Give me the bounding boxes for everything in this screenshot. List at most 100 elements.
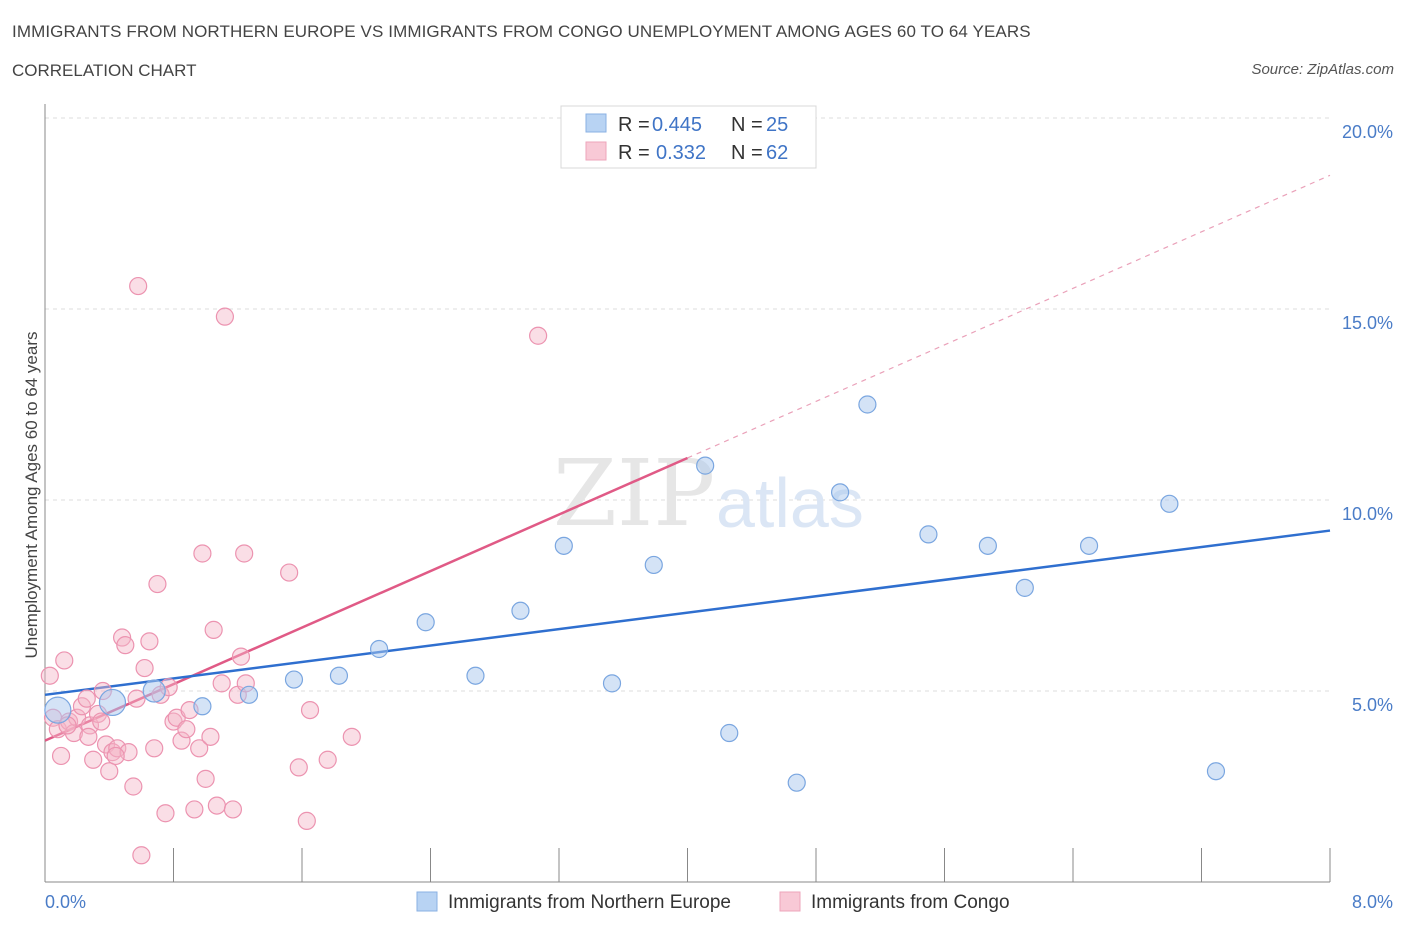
- northern-europe-point: [1079, 536, 1099, 555]
- congo-point: [106, 746, 125, 766]
- northern-europe-point: [239, 685, 259, 704]
- northern-europe-point: [787, 773, 806, 792]
- y-tick-label: 10.0%: [1342, 504, 1393, 524]
- congo-point: [193, 544, 212, 563]
- congo-point: [129, 276, 148, 296]
- congo-point: [212, 674, 231, 693]
- series-legend-label: Immigrants from Northern Europe: [448, 892, 731, 913]
- series-legend-label: Immigrants from Congo: [811, 892, 1010, 913]
- congo-point: [64, 723, 84, 743]
- congo-point: [140, 632, 159, 651]
- northern-europe-point: [370, 639, 389, 659]
- congo-point: [196, 769, 215, 788]
- northern-europe-point: [416, 613, 435, 632]
- congo-point: [132, 846, 151, 865]
- chart-subtitle: CORRELATION CHART: [12, 61, 197, 80]
- northern-europe-point: [554, 536, 573, 555]
- legend-r-value: 0.445: [652, 114, 702, 136]
- congo-point: [40, 666, 59, 685]
- data-points: [40, 276, 1226, 865]
- congo-point: [231, 647, 251, 666]
- legend-n-label: N =: [731, 142, 763, 164]
- y-tick-label: 20.0%: [1342, 122, 1393, 142]
- legend-n-value: 62: [766, 142, 788, 164]
- y-tick-label: 15.0%: [1342, 313, 1393, 333]
- northern-europe-point: [511, 601, 530, 620]
- axes: [44, 104, 1331, 883]
- northern-europe-point: [98, 688, 127, 717]
- x-tick-label: 8.0%: [1352, 892, 1393, 912]
- congo-point: [156, 804, 175, 823]
- y-axis-label: Unemployment Among Ages 60 to 64 years: [22, 332, 41, 659]
- congo-point: [84, 750, 103, 769]
- northern-europe-point: [284, 670, 304, 689]
- congo-point: [215, 307, 234, 326]
- congo-point: [190, 739, 209, 758]
- series-legend-swatch-pink: [779, 891, 801, 912]
- correlation-legend: R = 0.445 N = 25 R = 0.332 N = 62: [560, 105, 817, 169]
- congo-point: [77, 689, 96, 708]
- legend-n-label: N =: [731, 114, 763, 136]
- congo-point: [108, 739, 127, 758]
- source-label: Source: ZipAtlas.com: [1251, 61, 1394, 78]
- northern-europe-trendline: [44, 529, 1331, 697]
- congo-point: [235, 544, 254, 563]
- congo-point: [127, 689, 146, 708]
- northern-europe-point: [919, 525, 938, 544]
- congo-point: [185, 800, 204, 819]
- congo-point: [124, 777, 143, 796]
- series-legend-swatch-blue: [416, 891, 438, 912]
- northern-europe-point: [644, 555, 663, 575]
- northern-europe-point: [696, 456, 715, 475]
- watermark-atlas: atlas: [716, 464, 864, 542]
- congo-trend-extension: [687, 174, 1331, 459]
- congo-point: [92, 712, 111, 731]
- tick-labels: 5.0% 10.0% 15.0% 20.0% 0.0% 8.0%: [45, 122, 1393, 912]
- congo-point: [135, 658, 154, 678]
- legend-r-label: R =: [618, 114, 650, 136]
- congo-point: [342, 727, 361, 746]
- legend-n-value: 25: [766, 114, 788, 136]
- gridlines: [45, 117, 1330, 692]
- legend-swatch-blue: [585, 113, 607, 133]
- northern-europe-point: [142, 679, 166, 703]
- congo-point: [55, 651, 74, 670]
- congo-point: [529, 326, 548, 345]
- congo-point: [148, 574, 167, 594]
- congo-point: [207, 796, 226, 815]
- northern-europe-point: [1206, 762, 1226, 781]
- congo-point: [223, 800, 243, 819]
- congo-point: [51, 746, 71, 766]
- congo-point: [289, 758, 308, 777]
- northern-europe-point: [1160, 494, 1179, 513]
- x-tick-label: 0.0%: [45, 892, 86, 912]
- northern-europe-point: [858, 395, 877, 414]
- congo-point: [201, 727, 220, 746]
- legend-swatch-pink: [585, 141, 607, 161]
- northern-europe-point: [44, 696, 72, 724]
- chart-title: IMMIGRANTS FROM NORTHERN EUROPE VS IMMIG…: [12, 22, 1031, 41]
- northern-europe-point: [830, 483, 850, 502]
- congo-point: [280, 563, 299, 582]
- congo-point: [297, 811, 316, 830]
- northern-europe-point: [329, 666, 349, 685]
- northern-europe-point: [978, 536, 997, 555]
- congo-point: [145, 739, 164, 758]
- series-legend: Immigrants from Northern Europe Immigran…: [416, 891, 1010, 913]
- congo-point: [79, 727, 98, 746]
- congo-point: [318, 750, 337, 769]
- northern-europe-point: [1015, 578, 1034, 597]
- watermark: ZIP atlas: [553, 440, 864, 547]
- congo-point: [177, 720, 196, 739]
- congo-point: [116, 636, 135, 655]
- northern-europe-point: [193, 697, 212, 716]
- congo-point: [172, 731, 191, 750]
- legend-r-label: R =: [618, 142, 650, 164]
- northern-europe-point: [602, 674, 622, 693]
- northern-europe-point: [720, 723, 739, 743]
- congo-point: [300, 700, 320, 720]
- congo-point: [100, 762, 119, 781]
- legend-r-value: 0.332: [656, 142, 706, 164]
- y-tick-label: 5.0%: [1352, 695, 1393, 715]
